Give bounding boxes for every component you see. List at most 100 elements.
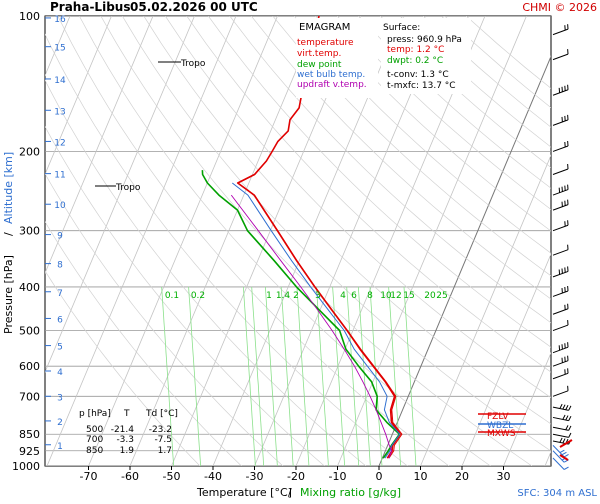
wind-barb-shaft <box>553 225 568 230</box>
datetime-title: 05.02.2026 00 UTC <box>130 0 258 14</box>
table-cell: -3.3 <box>116 435 134 445</box>
mixing-ratio-label: 15 <box>403 291 414 301</box>
y-axis-title: Pressure [hPa] / Altitude [km] <box>2 152 15 334</box>
wind-barb-feather <box>569 426 571 430</box>
table-cell: 500 <box>86 425 103 435</box>
mixing-ratio-label: 12 <box>390 291 401 301</box>
mxws-label: MXWS <box>487 429 516 439</box>
altitude-tick-label: 16 <box>54 15 66 25</box>
wind-barb-feather <box>564 460 568 462</box>
tropo-label-lower: Tropo <box>115 183 141 193</box>
wind-barb-shaft <box>553 29 568 34</box>
wind-barb-shaft <box>553 291 568 296</box>
wind-barb-shaft <box>553 250 568 255</box>
altitude-tick-label: 6 <box>57 315 63 325</box>
wind-barb <box>553 49 568 59</box>
mixing-ratio-label: 6 <box>351 291 357 301</box>
wind-barb-feather <box>560 438 562 442</box>
pressure-tick-label: 600 <box>19 360 40 373</box>
mixing-ratio-label: 25 <box>436 291 447 301</box>
wind-barb-shaft <box>553 169 568 174</box>
pressure-tick-label: 925 <box>19 445 40 458</box>
altitude-tick-label: 1 <box>57 442 63 452</box>
temperature-tick-label: 0 <box>376 470 383 483</box>
wind-barb-shaft <box>553 361 568 366</box>
altitude-tick-label: 7 <box>57 289 63 299</box>
temperature-tick-label: -10 <box>329 470 347 483</box>
wind-barb <box>553 115 568 125</box>
wind-barb <box>553 320 568 330</box>
wind-barb <box>553 185 568 195</box>
wind-barb-feather <box>566 416 568 420</box>
wind-barb-shaft <box>553 373 568 378</box>
mixing-ratio-label: 4 <box>340 291 346 301</box>
credit-text: CHMI © 2026 <box>522 1 597 14</box>
wind-barb-shaft <box>553 90 568 95</box>
table-header-td: Td [°C] <box>145 409 178 419</box>
altitude-tick-label: 4 <box>57 368 63 378</box>
sfc-label: SFC: 304 m ASL <box>517 488 597 499</box>
wind-barb-surface <box>560 440 572 447</box>
altitude-tick-label: 5 <box>57 343 63 353</box>
table-cell: 850 <box>86 446 103 456</box>
wind-barb <box>553 200 568 210</box>
temperature-tick-label: -70 <box>80 470 98 483</box>
pressure-tick-label: 700 <box>19 390 40 403</box>
isotherm-line <box>545 16 600 466</box>
altitude-tick-label: 11 <box>54 171 65 181</box>
pressure-tick-label: 400 <box>19 281 40 294</box>
pressure-tick-label: 850 <box>19 428 40 441</box>
y-axis-label-sep: / <box>2 232 15 236</box>
temperature-tick-label: -40 <box>204 470 222 483</box>
table-cell: -23.2 <box>149 425 172 435</box>
wind-barb-feather <box>560 450 564 452</box>
mixing-ratio-label: 0.1 <box>165 291 179 301</box>
wind-barb-shaft <box>553 205 568 210</box>
table-cell: 1.9 <box>120 446 135 456</box>
legend-item-updraft: updraft v.temp. <box>297 80 367 90</box>
wind-barb-shaft <box>553 190 568 195</box>
altitude-tick-label: 2 <box>57 418 63 428</box>
wind-barb-feather <box>564 454 568 456</box>
altitude-tick-label: 12 <box>54 138 65 148</box>
temperature-tick-label: 10 <box>414 470 428 483</box>
wind-barb <box>553 164 568 174</box>
wind-barb-shaft <box>553 391 568 396</box>
wind-barb-shaft <box>553 325 568 330</box>
wind-barb-feather <box>563 405 565 409</box>
mixing-ratio-label: 8 <box>367 291 373 301</box>
surface-tmxfc: t-mxfc: 13.7 °C <box>387 81 456 91</box>
x-axis-label-temp: Temperature [°C] <box>196 486 292 499</box>
wind-barb <box>553 356 568 366</box>
wind-barb <box>553 304 568 314</box>
wind-barb <box>553 433 571 437</box>
mixing-ratio-label: 0.2 <box>191 291 205 301</box>
y-axis-label-pressure: Pressure [hPa] <box>2 255 15 334</box>
wind-barbs-layer <box>553 24 572 469</box>
x-axis-title: Temperature [°C] / Mixing ratio [g/kg] <box>196 486 401 499</box>
altitude-tick-label: 9 <box>57 232 63 242</box>
wind-barb-shaft <box>553 347 568 352</box>
level-table: p [hPa] T Td [°C] 500 -21.4 -23.2 700 -3… <box>79 409 178 456</box>
wind-barb-shaft <box>553 309 568 314</box>
legend-item-temperature: temperature <box>297 38 354 48</box>
surface-tconv: t-conv: 1.3 °C <box>387 70 449 80</box>
wind-barb-feather <box>569 406 571 410</box>
mixing-ratio-label: 2 <box>293 291 299 301</box>
wind-barb-shaft <box>553 54 568 59</box>
table-header-t: T <box>123 409 130 419</box>
wind-barb <box>553 266 568 276</box>
wind-barb-feather <box>563 415 565 419</box>
wind-barb <box>553 220 568 230</box>
mixing-ratio-label: 1 <box>266 291 272 301</box>
table-cell: 700 <box>86 435 103 445</box>
pressure-tick-label: 1000 <box>12 460 40 473</box>
altitude-tick-label: 14 <box>54 76 66 86</box>
altitude-tick-label: 3 <box>57 393 63 403</box>
table-header-p: p [hPa] <box>79 409 111 419</box>
surface-temp: temp: 1.2 °C <box>387 45 444 55</box>
altitude-tick-label: 8 <box>57 261 63 271</box>
x-axis-label-mix: Mixing ratio [g/kg] <box>300 486 401 499</box>
